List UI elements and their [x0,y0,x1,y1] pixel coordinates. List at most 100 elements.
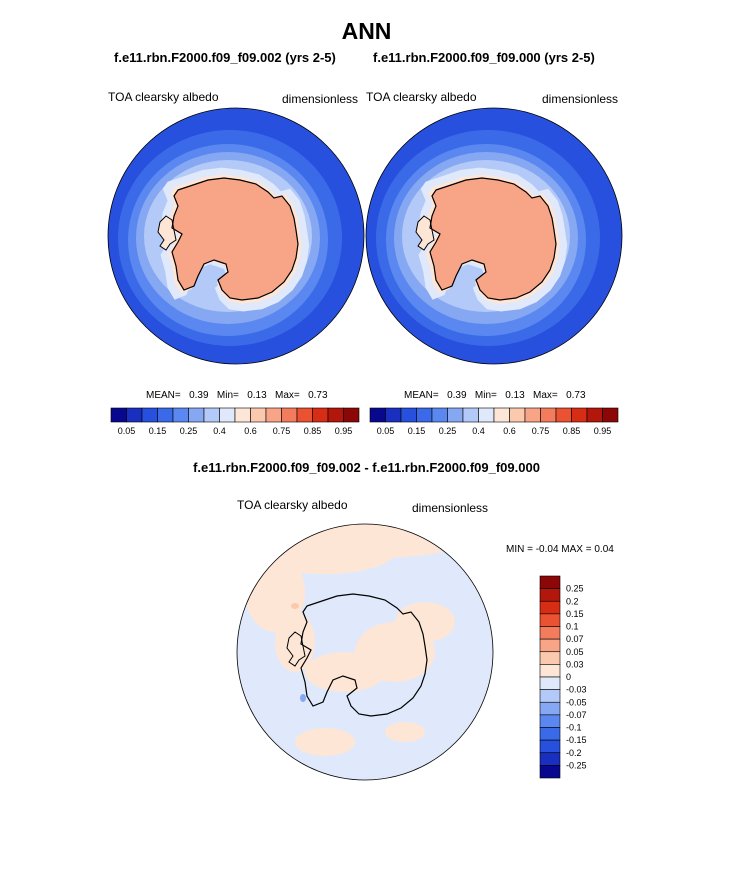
colorbar-swatch [369,407,386,423]
colorbar-swatch [539,739,561,754]
colorbar-swatch [602,407,619,423]
colorbar-swatch [312,407,329,423]
colorbar-swatch [539,626,561,640]
colorbar-swatch [327,407,344,423]
colorbar-swatch [539,727,561,741]
colorbar-swatch [539,689,561,703]
antarctica-land [430,178,556,300]
colorbar-swatch [462,407,479,423]
antarctica-coastline [171,177,299,301]
panel-2-colorbar: 0.05 0.15 0.25 0.4 0.6 0.75 0.85 0.95 [369,407,619,436]
colorbar-tick-label: 0.2 [566,596,579,606]
colorbar-tick-label: 0.1 [566,622,579,632]
panel-2-stats: MEAN= 0.39 Min= 0.13 Max= 0.73 [404,390,586,401]
map-border [236,523,494,781]
colorbar-swatch [203,407,220,423]
colorbar-swatch [281,407,298,423]
panel-2-min-value: 0.13 [505,390,525,401]
colorbar-tick-label: 0.07 [566,634,584,644]
colorbar-swatch [110,407,127,423]
panel-1-variable-label: TOA clearsky albedo [108,90,219,104]
colorbar-swatch [447,407,464,423]
colorbar-swatch [539,588,561,602]
colorbar-tick-label: 0.15 [408,426,426,436]
colorbar-tick-label: 0.75 [273,426,291,436]
colorbar-tick-label: 0.25 [439,426,457,436]
colorbar-tick-label: 0.15 [566,609,584,619]
colorbar-swatch [539,638,561,653]
colorbar-tick-label: -0.1 [566,723,582,733]
colorbar-swatch [539,575,561,589]
panel-2-max-label: Max= [533,390,558,401]
colorbar-tick-label: 0.03 [566,659,584,669]
panel-2-mean-value: 0.39 [447,390,467,401]
colorbar-swatch [126,407,143,423]
colorbar-swatch [509,407,526,423]
panel-1-mean-value: 0.39 [189,390,209,401]
colorbar-swatch [296,407,313,423]
panel-1-map [107,107,365,365]
colorbar-swatch [478,407,495,423]
colorbar-tick-label: 0.05 [118,426,136,436]
difference-positive-patch [275,612,315,672]
colorbar-tick-label: 0.05 [566,647,584,657]
difference-positive-patch [385,722,425,742]
colorbar-swatch [219,407,236,423]
colorbar-tick-label: 0.4 [213,426,226,436]
panel-2-variable-label: TOA clearsky albedo [366,90,477,104]
panel-2-mean-label: MEAN= [404,390,439,401]
difference-map [236,523,494,781]
colorbar-tick-label: 0.6 [244,426,257,436]
panel-1-max-value: 0.73 [308,390,328,401]
panel-1-max-label: Max= [275,390,300,401]
map-border [107,107,365,365]
panel-2-map [365,107,623,365]
difference-positive-spot [291,603,299,609]
colorbar-swatch [234,407,251,423]
colorbar-tick-label: 0.25 [566,584,584,594]
colorbar-swatch [385,407,402,423]
panel-1-units-label: dimensionless [282,92,359,106]
colorbar-swatch [265,407,282,423]
colorbar-tick-label: 0.95 [594,426,612,436]
colorbar-swatch [416,407,433,423]
colorbar-swatch [250,407,267,423]
colorbar-swatch [141,407,158,423]
colorbar-tick-label: 0.75 [532,426,550,436]
colorbar-swatch [172,407,189,423]
colorbar-swatch [157,407,174,423]
difference-positive-patch [285,524,465,558]
panel-1-mean-label: MEAN= [146,390,181,401]
colorbar-swatch [586,407,603,423]
panel-1-stats: MEAN= 0.39 Min= 0.13 Max= 0.73 [146,390,328,401]
colorbar-tick-label: 0.95 [335,426,353,436]
colorbar-swatch [524,407,541,423]
colorbar-swatch [540,407,557,423]
colorbar-swatch [539,676,561,690]
panel-2-units-label: dimensionless [542,92,619,106]
colorbar-tick-label: -0.07 [566,710,587,720]
panel-2-min-label: Min= [474,390,497,401]
difference-units-label: dimensionless [412,501,489,515]
colorbar-swatch [539,600,561,615]
colorbar-swatch [343,407,360,423]
panel-2-field [366,108,622,364]
map-border [365,107,623,365]
colorbar-swatch [539,613,561,627]
colorbar-tick-label: 0.6 [503,426,516,436]
panel-1-min-label: Min= [216,390,239,401]
panel-2-max-value: 0.73 [566,390,586,401]
colorbar-swatch [571,407,588,423]
page-title: ANN [341,18,392,44]
difference-positive-patch [395,602,455,642]
difference-positive-patch [295,728,355,756]
colorbar-tick-label: -0.25 [566,760,587,770]
colorbar-swatch [539,765,561,779]
colorbar-tick-label: 0.15 [149,426,167,436]
antarctic-peninsula [415,215,435,251]
colorbar-swatch [539,752,561,766]
colorbar-tick-label: 0.85 [304,426,322,436]
colorbar-tick-label: -0.03 [566,685,587,695]
colorbar-tick-label: -0.05 [566,697,587,707]
difference-variable-label: TOA clearsky albedo [237,498,348,512]
